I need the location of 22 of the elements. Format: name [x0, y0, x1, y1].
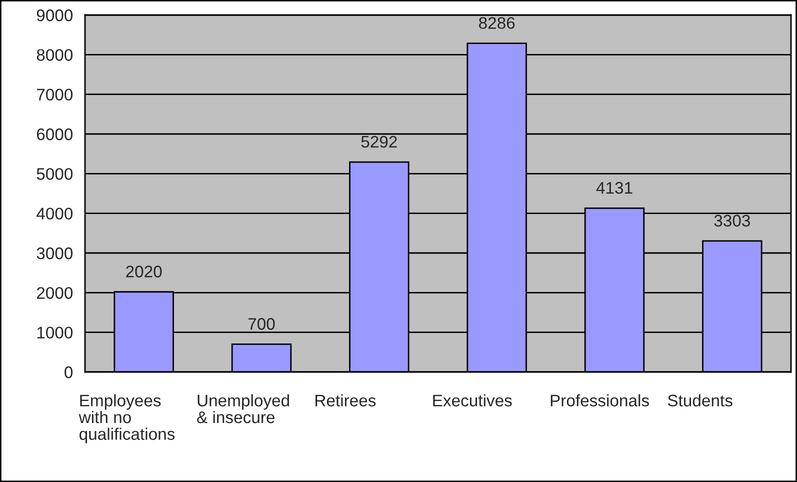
y-tick-label: 9000	[36, 9, 73, 22]
y-tick-label: 1000	[37, 326, 73, 339]
data-label: 700	[248, 318, 275, 330]
y-tick-label: 2000	[36, 287, 73, 299]
y-tick-label: 3000	[36, 247, 73, 260]
data-label: 2020	[126, 266, 162, 278]
y-tick-label: 5000	[36, 168, 73, 180]
y-tick-label: 8000	[36, 49, 73, 61]
data-label: 8286	[479, 17, 515, 29]
y-tick-label: 7000	[36, 88, 73, 101]
x-tick-label: Students	[668, 394, 732, 406]
data-label: 3303	[714, 214, 750, 227]
data-label: 5292	[361, 136, 397, 148]
x-tick-label: Retirees	[316, 394, 376, 406]
x-tick-label: Unemployed & insecure	[197, 394, 289, 424]
y-tick-label: 0	[64, 366, 73, 378]
y-tick-label: 4000	[36, 208, 73, 220]
x-tick-label: Executives	[433, 394, 512, 406]
y-tick-label: 6000	[36, 128, 73, 140]
data-label: 4131	[596, 182, 632, 194]
x-tick-label: Professionals	[550, 394, 649, 406]
x-tick-label: Employees with no qualifications	[78, 394, 175, 444]
